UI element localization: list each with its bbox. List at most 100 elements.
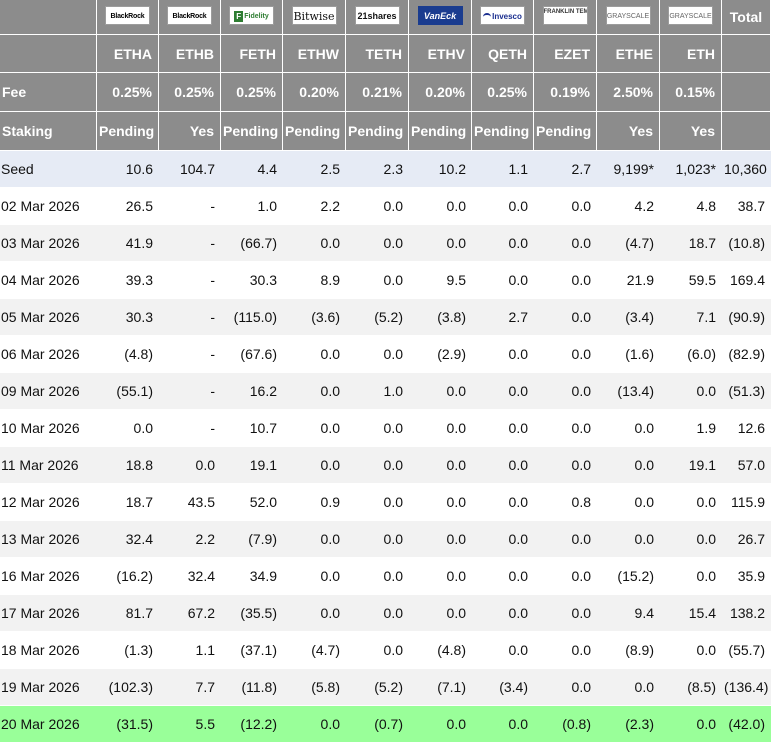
- flow-cell: 0.0: [283, 410, 346, 447]
- flow-cell: 41.9: [97, 225, 159, 262]
- issuer-name: Bitwise: [293, 10, 335, 23]
- flow-cell: (7.1): [409, 669, 472, 706]
- row-date: 02 Mar 2026: [0, 188, 97, 225]
- ticker-header-ethv[interactable]: ETHV: [409, 35, 472, 73]
- table-row: 16 Mar 2026 (16.2) 32.4 34.9 0.0 0.0 0.0 0.0 0.0…: [0, 558, 771, 595]
- flow-cell: (11.8): [221, 669, 283, 706]
- flow-cell: 0.0: [283, 558, 346, 595]
- flow-cell: 8.9: [283, 262, 346, 299]
- flow-cell: (35.5): [221, 595, 283, 632]
- flow-cell: 52.0: [221, 484, 283, 521]
- flow-cell: 4.8: [660, 188, 722, 225]
- row-date: 09 Mar 2026: [0, 373, 97, 410]
- flow-cell: 0.0: [534, 410, 597, 447]
- flow-cell: 0.0: [346, 336, 409, 373]
- table-row: 10 Mar 2026 0.0-10.7 0.0 0.0 0.0 0.0 0.0 0.0 1.9…: [0, 410, 771, 447]
- flow-cell: 0.0: [534, 558, 597, 595]
- flow-cell: (4.7): [283, 632, 346, 669]
- staking-cell: Pending: [221, 112, 283, 151]
- table-row: 05 Mar 2026 30.3- (115.0) (3.6) (5.2) (3.8) 2.…: [0, 299, 771, 336]
- flow-cell: 1,023*: [660, 151, 722, 188]
- issuer-name: GRAYSCALE: [669, 13, 712, 20]
- fee-label: Fee: [0, 73, 97, 112]
- flow-cell: 43.5: [159, 484, 221, 521]
- flow-cell: 0.0: [472, 336, 534, 373]
- corner-cell: [0, 35, 97, 73]
- flow-cell: 0.0: [534, 225, 597, 262]
- flow-cell: (6.0): [660, 336, 722, 373]
- ticker-header-qeth[interactable]: QETH: [472, 35, 534, 73]
- staking-row: Staking Pending Yes Pending Pending Pending P…: [0, 112, 771, 151]
- flow-cell: 0.0: [346, 595, 409, 632]
- ticker-header-ethe[interactable]: ETHE: [597, 35, 660, 73]
- staking-cell: Pending: [283, 112, 346, 151]
- flow-cell: (8.9): [597, 632, 660, 669]
- flow-cell: (1.6): [597, 336, 660, 373]
- ticker-header-teth[interactable]: TETH: [346, 35, 409, 73]
- total-header-blank: [722, 112, 771, 151]
- ticker-header-feth[interactable]: FETH: [221, 35, 283, 73]
- flow-cell: 2.2: [159, 521, 221, 558]
- staking-cell: Pending: [346, 112, 409, 151]
- flow-cell: 0.0: [283, 521, 346, 558]
- flow-cell: 9.5: [409, 262, 472, 299]
- row-date: 04 Mar 2026: [0, 262, 97, 299]
- flow-cell: 2.3: [346, 151, 409, 188]
- flow-cell: 10.7: [221, 410, 283, 447]
- issuer-logo-cell: Bitwise: [283, 0, 346, 35]
- flow-cell: 0.0: [409, 225, 472, 262]
- row-date: 06 Mar 2026: [0, 336, 97, 373]
- flow-cell: 2.7: [472, 299, 534, 336]
- flow-cell: 0.0: [409, 558, 472, 595]
- flow-cell: 39.3: [97, 262, 159, 299]
- ticker-header-ezet[interactable]: EZET: [534, 35, 597, 73]
- row-total: 12.6: [722, 410, 771, 447]
- flow-cell: 104.7: [159, 151, 221, 188]
- row-date: 16 Mar 2026: [0, 558, 97, 595]
- flow-cell: 0.0: [409, 595, 472, 632]
- staking-cell: Yes: [159, 112, 221, 151]
- flow-cell: 19.1: [660, 447, 722, 484]
- flow-cell: -: [159, 410, 221, 447]
- table-row: 02 Mar 2026 26.5-1.0 2.2 0.0 0.0 0.0 0.0 4.2 4.8…: [0, 188, 771, 225]
- flow-cell: 30.3: [221, 262, 283, 299]
- flow-cell: 0.0: [346, 410, 409, 447]
- flow-cell: -: [159, 188, 221, 225]
- flow-cell: (5.2): [346, 669, 409, 706]
- staking-cell: Yes: [660, 112, 722, 151]
- ticker-header-ethb[interactable]: ETHB: [159, 35, 221, 73]
- flow-cell: 2.7: [534, 151, 597, 188]
- flow-cell: 0.0: [283, 595, 346, 632]
- ticker-header-ethw[interactable]: ETHW: [283, 35, 346, 73]
- issuer-name: BlackRock: [172, 13, 207, 20]
- staking-cell: Yes: [597, 112, 660, 151]
- flow-cell: 0.0: [472, 373, 534, 410]
- row-total: 57.0: [722, 447, 771, 484]
- row-total: (51.3): [722, 373, 771, 410]
- fidelity-mark-icon: F: [234, 10, 244, 22]
- flow-cell: 15.4: [660, 595, 722, 632]
- fee-cell: 0.21%: [346, 73, 409, 112]
- total-header[interactable]: Total: [722, 0, 771, 35]
- grayscale-logo-icon: GRAYSCALE: [605, 6, 651, 25]
- flow-cell: 0.0: [472, 632, 534, 669]
- flow-cell: 0.0: [472, 410, 534, 447]
- flow-cell: 0.0: [597, 410, 660, 447]
- row-total: 10,360: [722, 151, 771, 188]
- flow-cell: 5.5: [159, 706, 221, 743]
- fee-cell: 2.50%: [597, 73, 660, 112]
- flow-cell: (37.1): [221, 632, 283, 669]
- flow-cell: 0.0: [472, 262, 534, 299]
- flow-cell: 21.9: [597, 262, 660, 299]
- flow-cell: (31.5): [97, 706, 159, 743]
- fee-cell: 0.25%: [472, 73, 534, 112]
- issuer-logo-cell: BlackRock: [159, 0, 221, 35]
- table-row: 09 Mar 2026 (55.1) -16.2 0.0 1.0 0.0 0.0 0.0 (13…: [0, 373, 771, 410]
- flow-cell: 0.0: [597, 521, 660, 558]
- row-date: Seed: [0, 151, 97, 188]
- issuer-logo-cell: BlackRock: [97, 0, 159, 35]
- ticker-header-eth[interactable]: ETH: [660, 35, 722, 73]
- fee-cell: 0.25%: [97, 73, 159, 112]
- ticker-header-etha[interactable]: ETHA: [97, 35, 159, 73]
